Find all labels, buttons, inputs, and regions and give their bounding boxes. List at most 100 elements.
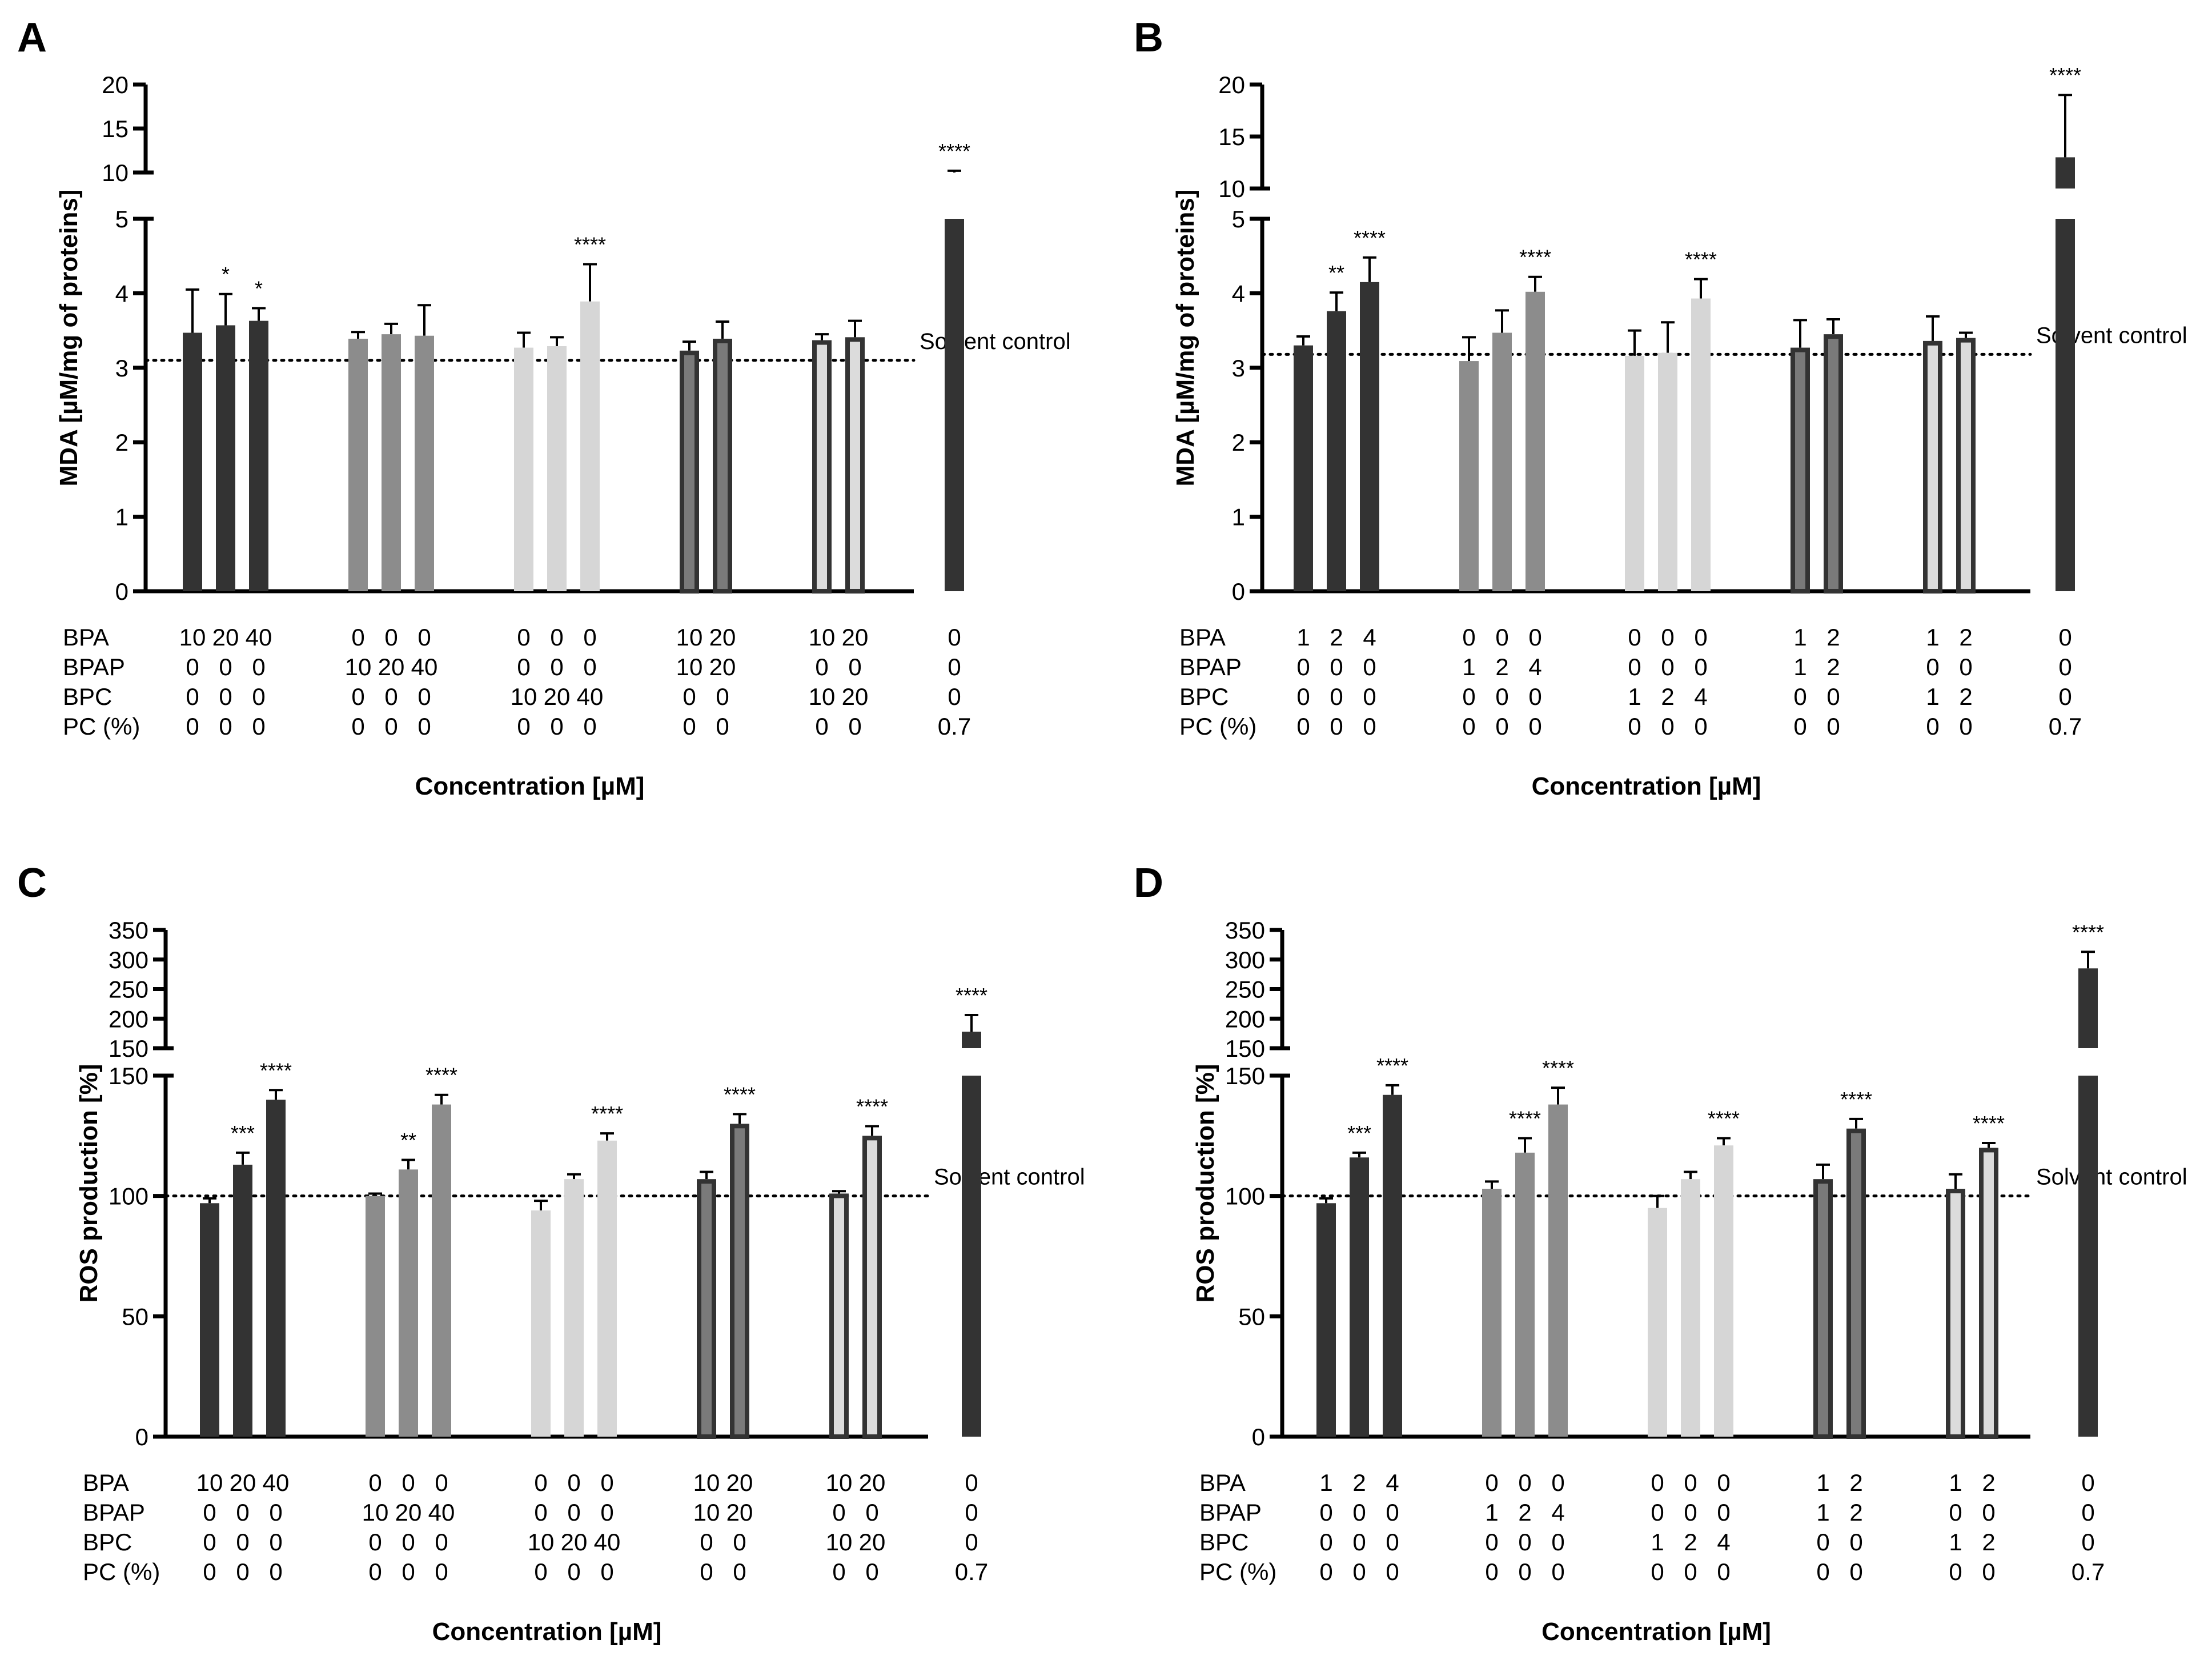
bar <box>266 1100 286 1437</box>
concentration-label: 40 <box>594 1529 621 1555</box>
panel-letter: D <box>1134 860 1163 906</box>
bar <box>547 346 567 591</box>
concentration-label: 40 <box>263 1469 290 1496</box>
concentration-label: 0 <box>435 1558 448 1585</box>
bar <box>1979 1148 1998 1440</box>
concentration-label: 0 <box>417 624 431 651</box>
concentration-label: 0 <box>435 1469 448 1496</box>
concentration-label: 0.7 <box>938 713 971 740</box>
concentration-label: 0 <box>1462 713 1475 740</box>
concentration-label: 1 <box>1926 624 1939 651</box>
concentration-label: 0 <box>269 1558 282 1585</box>
solvent-control-label: Solvent control <box>2036 1165 2187 1190</box>
bar <box>399 1169 418 1437</box>
y-tick-label: 15 <box>1218 123 1245 150</box>
concentration-label: 10 <box>196 1469 223 1496</box>
concentration-label: 0 <box>1826 713 1840 740</box>
significance-label: *** <box>231 1121 255 1145</box>
concentration-label: 0 <box>2058 653 2072 680</box>
concentration-label: 0 <box>269 1529 282 1555</box>
concentration-label: 20 <box>859 1529 886 1555</box>
concentration-label: 0 <box>1386 1558 1399 1585</box>
concentration-label: 4 <box>1694 683 1707 710</box>
concentration-label: 0 <box>1717 1499 1730 1526</box>
concentration-label: 0 <box>1793 713 1806 740</box>
significance-label: **** <box>724 1082 756 1106</box>
concentration-label: 40 <box>246 624 272 651</box>
concentration-label: 2 <box>1826 653 1840 680</box>
bar <box>1714 1145 1733 1437</box>
concentration-label: 0 <box>534 1558 547 1585</box>
row-label: BPC <box>83 1529 132 1555</box>
significance-label: **** <box>1376 1054 1408 1077</box>
concentration-label: 0 <box>2058 683 2072 710</box>
concentration-label: 1 <box>1816 1469 1829 1496</box>
bar <box>564 1179 584 1437</box>
y-tick-label: 4 <box>1232 280 1245 307</box>
bar <box>730 1124 749 1439</box>
concentration-label: 0 <box>1816 1558 1829 1585</box>
concentration-label: 0 <box>1330 653 1343 680</box>
concentration-label: 10 <box>693 1499 720 1526</box>
concentration-label: 0 <box>733 1529 746 1555</box>
significance-label: * <box>255 276 263 300</box>
significance-label: **** <box>2049 63 2081 87</box>
significance-label: **** <box>2072 920 2104 944</box>
concentration-label: 0 <box>1352 1558 1366 1585</box>
concentration-label: 2 <box>1518 1499 1531 1526</box>
bar <box>200 1203 219 1437</box>
concentration-label: 4 <box>1551 1499 1564 1526</box>
concentration-label: 0 <box>1694 653 1707 680</box>
bar <box>580 301 600 591</box>
bar <box>1824 334 1843 594</box>
concentration-label: 0 <box>1651 1499 1664 1526</box>
bar <box>812 340 832 594</box>
concentration-label: 2 <box>1684 1529 1697 1555</box>
y-axis-title: MDA [µM/mg of proteins] <box>1171 190 1199 487</box>
row-label: BPA <box>63 624 109 651</box>
concentration-label: 0.7 <box>955 1558 988 1585</box>
concentration-label: 0 <box>948 683 961 710</box>
concentration-label: 0 <box>1495 624 1508 651</box>
concentration-label: 0 <box>1528 713 1541 740</box>
concentration-label: 2 <box>1982 1469 1995 1496</box>
concentration-label: 0 <box>368 1529 382 1555</box>
concentration-label: 0 <box>815 653 828 680</box>
concentration-label: 0 <box>1661 624 1674 651</box>
significance-label: * <box>222 263 230 286</box>
concentration-label: 10 <box>676 653 703 680</box>
bar <box>415 335 434 591</box>
concentration-label: 0 <box>252 713 265 740</box>
concentration-label: 10 <box>511 683 537 710</box>
row-label: BPAP <box>83 1499 145 1526</box>
bar <box>962 1076 981 1437</box>
y-tick-label: 150 <box>109 1035 148 1062</box>
y-tick-label: 2 <box>1232 429 1245 456</box>
concentration-label: 20 <box>842 624 869 651</box>
bar <box>1525 291 1545 591</box>
concentration-label: 0 <box>2081 1499 2094 1526</box>
y-tick-label: 200 <box>1225 1005 1265 1032</box>
bar <box>1691 298 1711 591</box>
concentration-label: 0 <box>203 1499 216 1526</box>
bar <box>382 334 401 591</box>
concentration-label: 0 <box>435 1529 448 1555</box>
bar <box>713 338 732 594</box>
y-tick-label: 5 <box>1232 206 1245 232</box>
concentration-label: 0 <box>1982 1499 1995 1526</box>
y-tick-label: 10 <box>1218 175 1245 202</box>
concentration-label: 1 <box>1816 1499 1829 1526</box>
concentration-label: 0 <box>848 713 861 740</box>
concentration-label: 0 <box>865 1499 878 1526</box>
concentration-label: 0 <box>848 653 861 680</box>
y-tick-label: 20 <box>102 71 129 98</box>
concentration-label: 10 <box>826 1529 853 1555</box>
concentration-label: 0 <box>1959 653 1972 680</box>
concentration-label: 0 <box>1651 1558 1664 1585</box>
concentration-label: 0 <box>351 713 364 740</box>
concentration-label: 0 <box>1826 683 1840 710</box>
concentration-label: 0 <box>1982 1558 1995 1585</box>
concentration-label: 0 <box>351 683 364 710</box>
bar <box>680 350 699 594</box>
concentration-label: 0 <box>1926 713 1939 740</box>
